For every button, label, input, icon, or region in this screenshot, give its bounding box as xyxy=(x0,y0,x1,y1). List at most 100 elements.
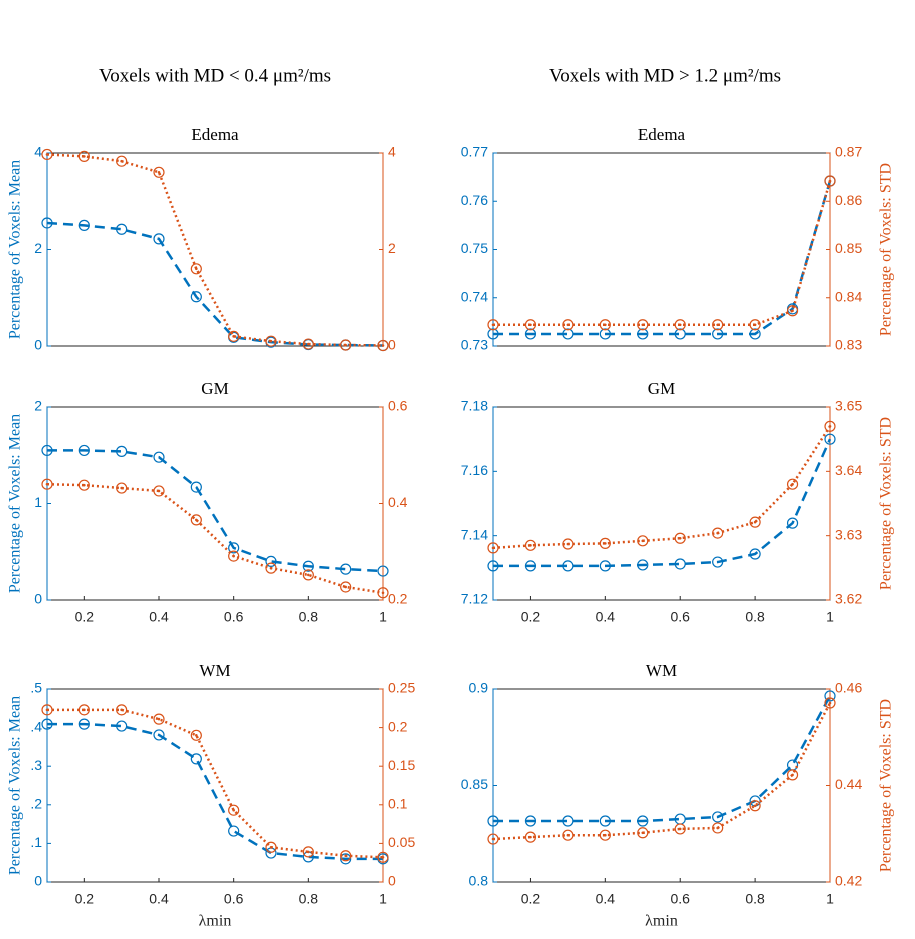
y-tick-label: 0 xyxy=(34,873,42,889)
y-tick-label: 0.74 xyxy=(461,288,488,304)
marker-dot xyxy=(232,554,235,558)
marker-dot xyxy=(195,518,198,522)
marker xyxy=(749,328,761,340)
marker-dot xyxy=(83,483,86,487)
series-line xyxy=(46,153,384,347)
y-tick-label: 0.76 xyxy=(461,192,488,208)
marker-dot xyxy=(604,323,607,327)
marker-dot xyxy=(641,539,645,543)
marker-dot xyxy=(195,267,198,271)
y2-tick-label: 0.46 xyxy=(835,680,862,696)
marker-dot xyxy=(120,486,123,490)
y-tick-label: 4 xyxy=(34,144,42,160)
marker xyxy=(302,560,314,572)
marker xyxy=(78,718,90,730)
marker xyxy=(41,444,53,457)
marker xyxy=(487,542,499,554)
marker-dot xyxy=(120,708,123,712)
marker xyxy=(78,219,90,231)
marker xyxy=(78,150,90,162)
y2-tick-label: 3.63 xyxy=(835,526,862,542)
marker xyxy=(116,720,128,732)
marker xyxy=(265,335,277,347)
plot-area xyxy=(46,406,384,601)
x-tick-label: 0.4 xyxy=(149,609,169,625)
y2-tick-label: 2 xyxy=(388,240,396,256)
x-tick-label: 0.8 xyxy=(299,891,319,907)
x-axis-label: λmin xyxy=(199,913,232,930)
marker xyxy=(377,587,389,599)
marker xyxy=(712,319,724,331)
marker xyxy=(190,481,202,493)
series-line xyxy=(493,180,832,327)
marker-dot xyxy=(344,854,347,858)
marker xyxy=(340,563,352,575)
y2-tick-label: 0.83 xyxy=(835,337,862,353)
y2-tick-label: 0.86 xyxy=(835,192,862,208)
y2-tick-label: 0.15 xyxy=(388,757,415,773)
marker xyxy=(377,565,389,577)
subplot-title: Edema xyxy=(638,125,686,144)
marker xyxy=(377,851,389,863)
marker xyxy=(487,560,499,572)
marker-dot xyxy=(828,179,832,183)
column-title: Voxels with MD > 1.2 μm²/ms xyxy=(549,65,781,86)
marker-dot xyxy=(157,489,161,493)
plot-area xyxy=(46,688,384,883)
marker-dot xyxy=(604,833,607,837)
marker xyxy=(786,305,799,317)
marker xyxy=(562,815,574,827)
plot-area xyxy=(492,688,831,883)
marker xyxy=(524,539,537,551)
marker xyxy=(153,713,165,725)
series-line xyxy=(47,449,384,573)
marker xyxy=(712,822,724,834)
plot-area xyxy=(492,406,831,601)
marker xyxy=(524,560,537,572)
marker-dot xyxy=(120,159,123,163)
marker-dot xyxy=(529,323,532,327)
marker xyxy=(41,148,53,161)
marker xyxy=(116,704,128,716)
marker-dot xyxy=(157,171,161,174)
marker xyxy=(637,328,649,340)
series-line xyxy=(493,695,832,823)
y-axis-label: Percentage of Voxels: Mean xyxy=(7,414,24,593)
y2-tick-label: 0.42 xyxy=(835,873,862,889)
marker xyxy=(562,560,574,572)
y-tick-label: .4 xyxy=(30,718,42,734)
marker xyxy=(153,233,165,245)
marker-dot xyxy=(566,323,570,327)
y-axis-label: Percentage of Voxels: Mean xyxy=(7,160,24,339)
marker xyxy=(824,420,836,432)
marker xyxy=(228,550,240,562)
subplot-title: GM xyxy=(201,379,228,398)
marker xyxy=(487,319,499,331)
marker-dot xyxy=(491,323,495,327)
marker xyxy=(265,555,277,568)
y-tick-label: 0.9 xyxy=(469,680,489,696)
marker xyxy=(340,581,352,593)
marker xyxy=(116,445,128,457)
x-tick-label: 0.6 xyxy=(670,891,690,907)
marker xyxy=(637,815,649,827)
marker xyxy=(41,704,53,716)
marker-dot xyxy=(791,309,794,313)
y2-axis-label: Percentage of Voxels: STD xyxy=(878,699,895,872)
y2-tick-label: 0.4 xyxy=(388,494,408,510)
marker xyxy=(265,562,277,574)
marker-dot xyxy=(344,343,347,347)
marker xyxy=(712,556,724,568)
y2-tick-label: 3.65 xyxy=(835,398,862,414)
marker-dot xyxy=(828,425,832,428)
marker-dot xyxy=(491,837,495,841)
marker-dot xyxy=(529,835,532,839)
y-tick-label: 0.85 xyxy=(461,776,488,792)
marker-dot xyxy=(232,808,235,812)
marker-dot xyxy=(641,831,645,835)
marker xyxy=(674,532,686,544)
x-tick-label: 1 xyxy=(379,609,387,625)
marker-dot xyxy=(307,850,310,854)
marker xyxy=(637,559,649,571)
marker-dot xyxy=(45,482,49,486)
